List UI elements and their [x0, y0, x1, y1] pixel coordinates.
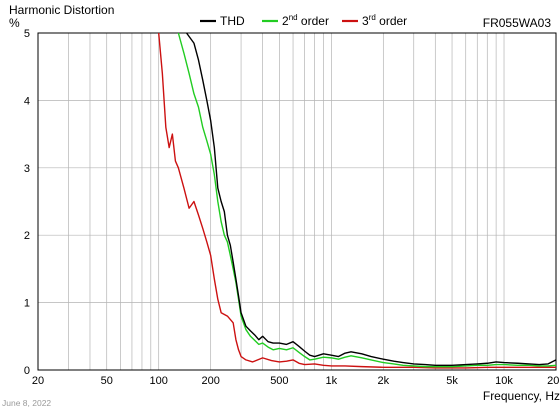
date-label: June 8, 2022: [2, 398, 51, 408]
chart-title: Harmonic Distortion: [9, 3, 114, 17]
legend: THD 2nd order 3rd order: [200, 13, 407, 28]
x-tick-label-6: 2k: [378, 375, 390, 387]
series-layer: [157, 32, 557, 369]
plot-frame: [37, 32, 557, 371]
series-line-thd: [185, 32, 557, 366]
legend-label-2nd-order: 2nd order: [282, 13, 329, 28]
x-tick-label-2: 100: [150, 375, 168, 387]
y-tick-label-4: 4: [24, 95, 30, 107]
x-tick-label-5: 1k: [326, 375, 338, 387]
grid-lines: [38, 33, 556, 370]
y-axis-label: %: [9, 16, 20, 30]
x-tick-label-7: 5k: [446, 375, 458, 387]
tick-labels: 20 50 100 200 500 1k 2k 5k 10k 20k 0 1 2 3 4 5: [24, 28, 560, 387]
x-tick-label-0: 20: [32, 375, 44, 387]
y-tick-label-0: 0: [24, 365, 30, 377]
x-tick-label-1: 50: [101, 375, 113, 387]
y-tick-label-3: 3: [24, 163, 30, 175]
y-tick-label-1: 1: [24, 298, 30, 310]
x-tick-label-4: 500: [270, 375, 288, 387]
y-tick-label-2: 2: [24, 230, 30, 242]
legend-label-3rd-order: 3rd order: [362, 13, 407, 28]
series-line-2nd-order: [177, 32, 557, 368]
x-tick-label-3: 200: [201, 375, 219, 387]
model-label: FR055WA03: [483, 16, 552, 30]
x-tick-label-9: 20k: [547, 375, 560, 387]
x-axis-label: Frequency, Hz: [483, 389, 560, 403]
legend-label-thd: THD: [220, 14, 245, 28]
y-tick-label-5: 5: [24, 28, 30, 40]
x-tick-label-8: 10k: [495, 375, 513, 387]
series-line-3rd-order: [157, 32, 556, 369]
